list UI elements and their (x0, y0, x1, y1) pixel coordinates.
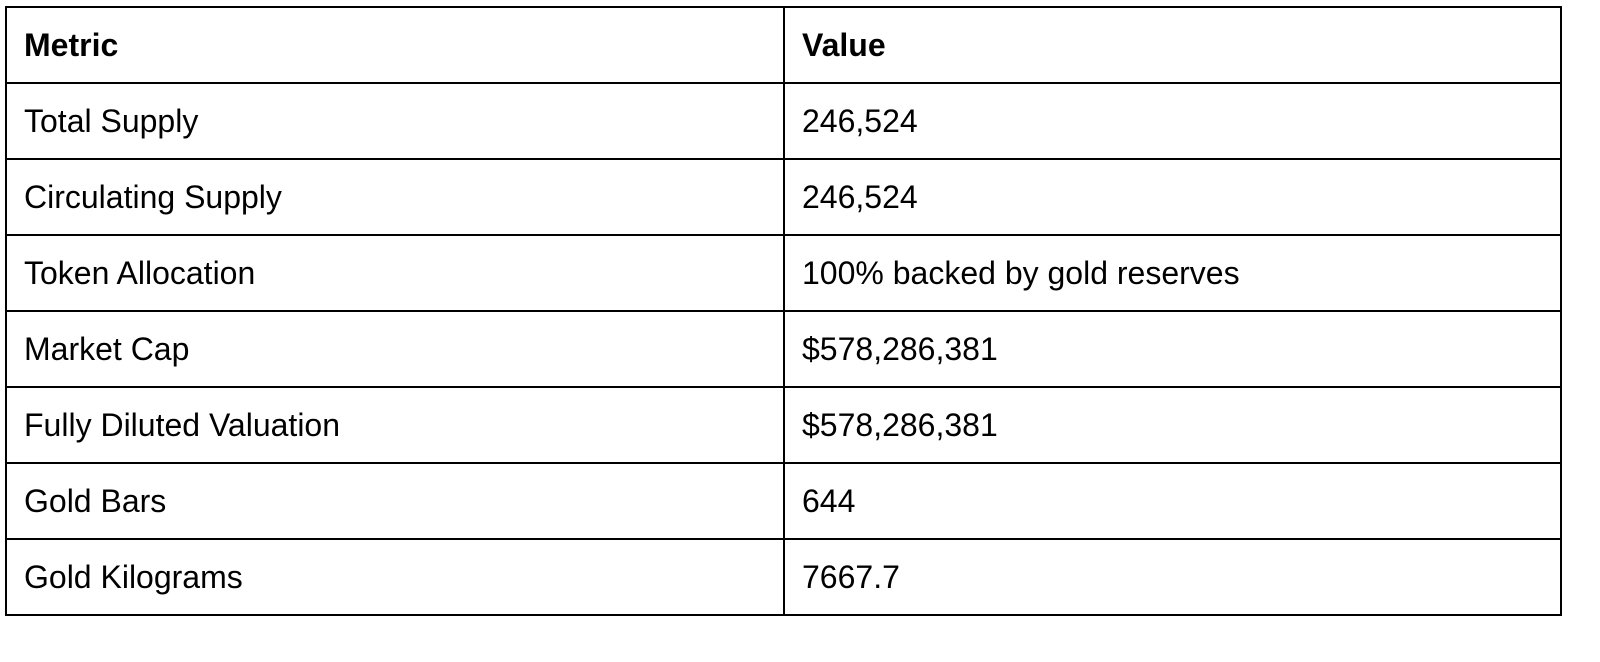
table-row: Circulating Supply 246,524 (5, 158, 1562, 236)
table-head: Metric Value (5, 6, 1562, 84)
table-cell: Total Supply (5, 82, 785, 160)
table-cell: Circulating Supply (5, 158, 785, 236)
table-row: Gold Bars 644 (5, 462, 1562, 540)
table-cell: 246,524 (783, 158, 1562, 236)
table-cell: Token Allocation (5, 234, 785, 312)
table-cell: $578,286,381 (783, 310, 1562, 388)
table-row: Total Supply 246,524 (5, 82, 1562, 160)
header-row: Metric Value (5, 6, 1562, 84)
table-cell: Fully Diluted Valuation (5, 386, 785, 464)
table-cell: 644 (783, 462, 1562, 540)
metrics-table: Metric Value Total Supply 246,524 Circulati… (5, 6, 1562, 616)
table-row: Token Allocation 100% backed by gold rese… (5, 234, 1562, 312)
table-cell: $578,286,381 (783, 386, 1562, 464)
table-cell: 246,524 (783, 82, 1562, 160)
table-row: Market Cap $578,286,381 (5, 310, 1562, 388)
table-row: Fully Diluted Valuation $578,286,381 (5, 386, 1562, 464)
table-body: Total Supply 246,524 Circulating Supply 246… (5, 82, 1562, 616)
table-row: Gold Kilograms 7667.7 (5, 538, 1562, 616)
table-cell: Market Cap (5, 310, 785, 388)
table-cell: Gold Bars (5, 462, 785, 540)
table-cell: 100% backed by gold reserves (783, 234, 1562, 312)
table-cell: Gold Kilograms (5, 538, 785, 616)
table-cell: 7667.7 (783, 538, 1562, 616)
header-cell: Value (783, 6, 1562, 84)
header-cell: Metric (5, 6, 785, 84)
